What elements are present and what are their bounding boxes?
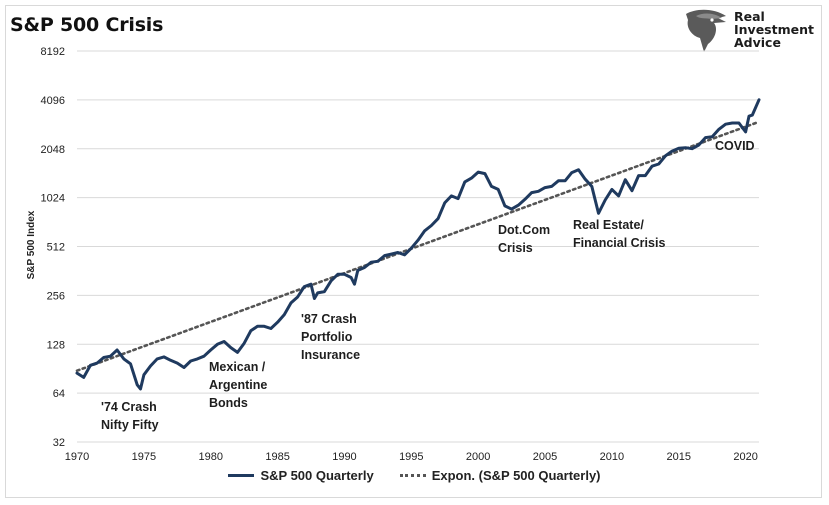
brand-line-2: Investment xyxy=(734,22,814,37)
chart-title: S&P 500 Crisis xyxy=(10,14,164,36)
annotation-line: Nifty Fifty xyxy=(101,418,159,432)
y-tick-label: 4096 xyxy=(41,95,65,107)
annotation-line: Crisis xyxy=(498,241,533,255)
y-axis-label: S&P 500 Index xyxy=(26,210,37,279)
eagle-head-icon xyxy=(686,9,726,52)
x-tick-label: 1995 xyxy=(399,451,423,463)
x-tick-label: 1990 xyxy=(332,451,356,463)
x-tick-label: 2000 xyxy=(466,451,490,463)
annotation-line: Bonds xyxy=(209,396,248,410)
y-tick-label: 512 xyxy=(47,242,65,254)
y-tick-label: 64 xyxy=(53,388,65,400)
annotations: '74 Crash Nifty Fifty Mexican / Argentine Bo… xyxy=(101,139,755,432)
annotation-covid: COVID xyxy=(715,139,755,153)
annotation-line: '74 Crash xyxy=(101,400,157,414)
sp500-series-line xyxy=(75,98,761,391)
annotation-line: Argentine xyxy=(209,378,267,392)
y-tick-label: 128 xyxy=(47,339,65,351)
x-tick-label: 1980 xyxy=(198,451,222,463)
grid-lines xyxy=(77,50,759,443)
legend-label-trend: Expon. (S&P 500 Quarterly) xyxy=(431,468,601,483)
annotation-line: Dot.Com xyxy=(498,223,550,237)
x-tick-label: 1970 xyxy=(65,451,89,463)
annotation-line: Mexican / xyxy=(209,360,266,374)
legend-swatch-solid xyxy=(228,474,255,477)
annotation-74-crash: '74 Crash Nifty Fifty xyxy=(101,400,159,432)
brand-name: Real Investment Advice xyxy=(734,10,814,49)
y-tick-label: 1024 xyxy=(41,193,65,205)
annotation-mexican-bonds: Mexican / Argentine Bonds xyxy=(209,360,267,410)
legend-label-sp500: S&P 500 Quarterly xyxy=(260,468,374,483)
y-axis-ticks: 32 64 128 256 512 1024 2048 4096 8192 xyxy=(41,46,65,449)
legend-item-trend: Expon. (S&P 500 Quarterly) xyxy=(399,468,601,483)
x-tick-label: 2010 xyxy=(600,451,624,463)
trend-line xyxy=(75,120,761,372)
x-tick-label: 1975 xyxy=(132,451,156,463)
annotation-line: Financial Crisis xyxy=(573,236,665,250)
annotation-line: Portfolio xyxy=(301,330,353,344)
y-tick-label: 8192 xyxy=(41,46,65,58)
brand-line-1: Real xyxy=(734,9,765,24)
x-tick-label: 1985 xyxy=(265,451,289,463)
x-tick-label: 2015 xyxy=(667,451,691,463)
y-tick-label: 2048 xyxy=(41,144,65,156)
annotation-87-crash: '87 Crash Portfolio Insurance xyxy=(301,312,360,362)
annotation-line: '87 Crash xyxy=(301,312,357,326)
x-tick-label: 2005 xyxy=(533,451,557,463)
brand-line-3: Advice xyxy=(734,35,781,50)
legend-item-sp500: S&P 500 Quarterly xyxy=(228,468,374,483)
annotation-line: COVID xyxy=(715,139,755,153)
legend-swatch-dotted xyxy=(399,474,426,477)
y-tick-label: 256 xyxy=(47,290,65,302)
annotation-financial-crisis: Real Estate/Financial Crisis xyxy=(573,218,665,250)
brand-logo: Real Investment Advice xyxy=(682,8,817,52)
x-tick-label: 2020 xyxy=(733,451,757,463)
chart-frame xyxy=(5,5,822,498)
chart-legend: S&P 500 Quarterly Expon. (S&P 500 Quarte… xyxy=(0,468,829,483)
x-axis-ticks: 1970 1975 1980 1985 1990 1995 2000 2005 2010 2015… xyxy=(65,451,758,463)
annotation-line: Insurance xyxy=(301,348,360,362)
annotation-line: Real Estate/ xyxy=(573,218,644,232)
y-tick-label: 32 xyxy=(53,437,65,449)
annotation-dotcom: Dot.Com Crisis xyxy=(498,223,550,255)
